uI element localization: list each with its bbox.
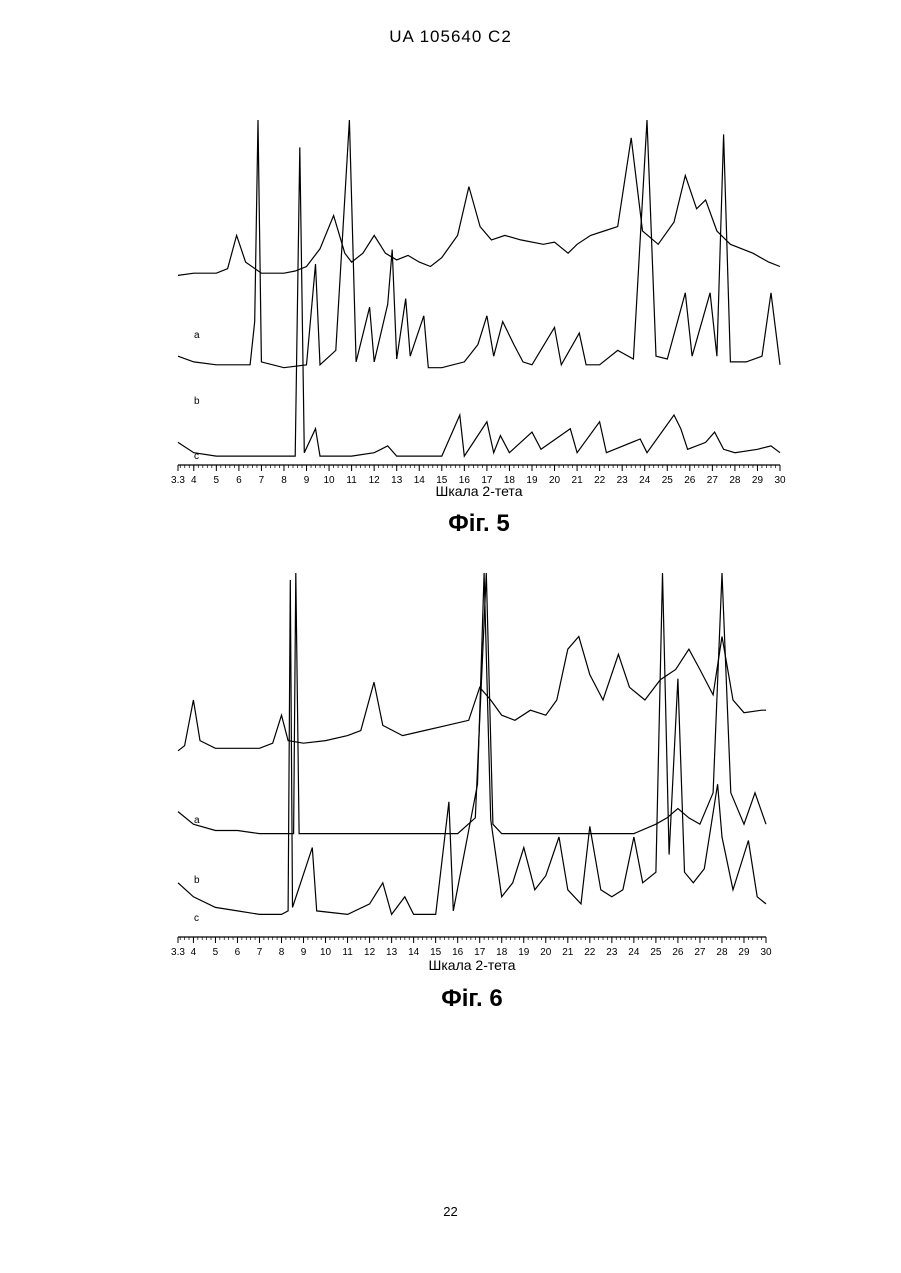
x-tick-label: 22 [594, 475, 606, 486]
x-tick-label: 9 [301, 947, 307, 958]
x-axis-label: Шкала 2-тета [372, 957, 572, 973]
series-label-c: c [194, 913, 199, 924]
series-line-b [178, 573, 766, 834]
x-tick-label: 8 [281, 475, 287, 486]
figure-label: Фіг. 6 [372, 985, 572, 1013]
x-tick-label: 26 [672, 947, 684, 958]
x-tick-label: 27 [694, 947, 706, 958]
x-tick-label: 25 [662, 475, 674, 486]
x-tick-label: 8 [279, 947, 285, 958]
series-line-c [178, 147, 780, 456]
x-tick-label: 23 [617, 475, 629, 486]
x-tick-label: 29 [738, 947, 750, 958]
x-tick-label: 24 [639, 475, 651, 486]
page-number: 22 [0, 1204, 901, 1219]
x-tick-label: 24 [628, 947, 640, 958]
figure-label: Фіг. 5 [379, 510, 579, 538]
x-tick-label: 22 [584, 947, 596, 958]
x-tick-label: 9 [304, 475, 310, 486]
x-tick-label: 6 [235, 947, 241, 958]
x-tick-label: 6 [236, 475, 242, 486]
x-tick-label: 11 [342, 947, 353, 958]
x-tick-label: 5 [213, 947, 219, 958]
patent-header: UA 105640 C2 [0, 27, 901, 47]
series-line-a [178, 138, 780, 276]
series-label-a: a [194, 330, 200, 341]
x-tick-label: 4 [191, 947, 197, 958]
xrd-chart-fig5: abc3.34567891011121314151617181920212223… [160, 110, 800, 510]
series-line-c [178, 573, 766, 914]
series-label-b: b [194, 875, 200, 886]
series-line-b [178, 120, 780, 368]
x-tick-label: 7 [259, 475, 265, 486]
x-tick-label: 10 [324, 475, 336, 486]
x-axis-label: Шкала 2-тета [379, 483, 579, 499]
figure-6: abc3.34567891011121314151617181920212223… [160, 565, 800, 1025]
x-tick-label: 3.3 [171, 475, 185, 486]
series-label-c: c [194, 451, 199, 462]
x-tick-label: 11 [346, 475, 357, 486]
x-tick-label: 4 [191, 475, 197, 486]
x-tick-label: 25 [650, 947, 662, 958]
x-tick-label: 10 [320, 947, 332, 958]
x-tick-label: 30 [774, 475, 786, 486]
x-tick-label: 5 [214, 475, 220, 486]
series-label-b: b [194, 396, 200, 407]
x-tick-label: 27 [707, 475, 719, 486]
x-tick-label: 29 [752, 475, 764, 486]
x-tick-label: 28 [729, 475, 741, 486]
x-tick-label: 28 [716, 947, 728, 958]
x-tick-label: 26 [684, 475, 696, 486]
x-tick-label: 7 [257, 947, 263, 958]
xrd-chart-fig6: abc3.34567891011121314151617181920212223… [160, 565, 800, 985]
x-tick-label: 3.3 [171, 947, 185, 958]
x-tick-label: 30 [760, 947, 772, 958]
figure-5: abc3.34567891011121314151617181920212223… [160, 110, 800, 550]
x-tick-label: 23 [606, 947, 618, 958]
series-line-a [178, 637, 766, 751]
